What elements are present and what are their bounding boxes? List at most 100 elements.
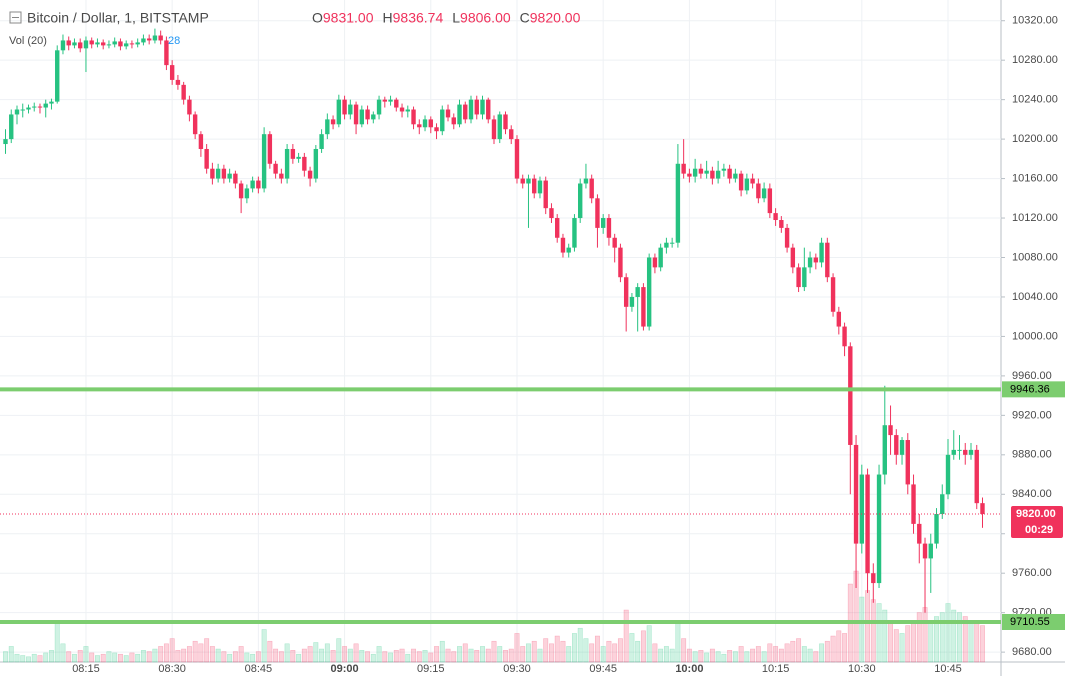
chart-title: Bitcoin / Dollar, 1, BITSTAMP (27, 10, 209, 26)
candle-body (78, 42, 83, 49)
volume-bar (704, 652, 710, 663)
candle-body (566, 247, 571, 253)
volume-bar (336, 638, 342, 663)
candle-body (572, 218, 577, 248)
volume-bar (727, 650, 733, 663)
candle-body (899, 440, 905, 455)
candle-body (376, 99, 382, 115)
volume-bar (347, 648, 353, 663)
volume-bar (842, 633, 848, 663)
volume-bar (675, 622, 681, 663)
volume-bar (54, 622, 60, 663)
candle-body (704, 170, 709, 174)
candle-body (66, 40, 71, 46)
candle-body (876, 474, 882, 584)
x-tick-label: 09:15 (417, 663, 445, 675)
volume-bar (232, 651, 238, 663)
volume-bar (888, 622, 893, 663)
candle-body (825, 242, 830, 278)
candle-body (583, 178, 589, 184)
volume-bar (715, 651, 721, 663)
y-tick-label: 9760.00 (1012, 567, 1052, 579)
volume-bar (962, 616, 968, 663)
level-label: 9710.55 (1010, 616, 1050, 628)
candle-body (72, 42, 77, 46)
candle-body (698, 168, 704, 174)
volume-bar (520, 646, 526, 663)
candle-body (445, 109, 451, 118)
volume-bar (686, 648, 692, 663)
candle-body (26, 107, 31, 110)
candle-body (830, 277, 836, 312)
volume-bar (250, 653, 256, 663)
volume-bar (215, 648, 221, 663)
candle-body (106, 44, 112, 46)
candle-body (307, 170, 313, 179)
candle-body (141, 38, 146, 43)
candle-body (687, 173, 692, 177)
candle-body (600, 218, 606, 228)
volume-bar (549, 643, 554, 663)
volume-bar (273, 648, 279, 663)
volume-bar (974, 620, 980, 663)
candle-body (865, 474, 870, 574)
volume-bar (577, 627, 583, 663)
volume-bar (491, 640, 497, 663)
x-tick-label: 10:15 (762, 663, 790, 675)
candle-body (336, 99, 342, 125)
volume-bar (531, 640, 537, 663)
x-tick-label: 08:45 (245, 663, 273, 675)
candle-body (486, 99, 491, 120)
candle-body (9, 114, 14, 140)
y-tick-label: 9920.00 (1012, 409, 1052, 421)
volume-bar (761, 651, 767, 663)
candle-body (204, 148, 209, 169)
volume-bar (606, 640, 612, 663)
candle-body (313, 148, 319, 179)
volume-bar (859, 596, 865, 663)
candle-body (100, 42, 106, 46)
countdown-label: 00:29 (1025, 524, 1053, 536)
volume-bar (600, 646, 606, 663)
legend-key: H (383, 10, 393, 26)
candle-body (917, 523, 922, 544)
legend-value: 9831.00 (323, 10, 374, 26)
collapse-icon[interactable] (9, 11, 22, 24)
volume-bar (77, 650, 83, 663)
volume-bar (911, 620, 916, 663)
candle-body (784, 227, 790, 248)
volume-bar (796, 638, 802, 663)
overlay-layer: 9946.36 9710.55 9820.00 00:29 (0, 381, 1065, 630)
volume-bar (572, 633, 577, 663)
volume-bar (503, 650, 508, 663)
volume-bar (870, 599, 876, 663)
candle-body (491, 119, 497, 140)
volume-bar (646, 625, 652, 663)
candle-body (968, 449, 974, 455)
volume-bar (583, 638, 589, 663)
level-label-box (1002, 381, 1065, 398)
y-tick-label: 10200.00 (1012, 133, 1058, 145)
volume-bar (819, 643, 825, 663)
candle-body (302, 156, 307, 171)
volume-bar (353, 643, 359, 663)
candle-body (509, 129, 514, 140)
candle-body (715, 170, 721, 179)
volume-bar (169, 638, 175, 663)
candle-body (555, 218, 560, 238)
volume-bar (307, 646, 313, 663)
candle-body (819, 242, 824, 263)
candle-body (405, 109, 410, 112)
candle-body (750, 178, 755, 184)
candle-body (422, 119, 428, 128)
candle-body (187, 99, 192, 115)
candle-body (169, 65, 175, 80)
volume-bar (330, 650, 336, 663)
volume-bar (801, 646, 807, 663)
candle-body (894, 435, 899, 455)
candle-body (842, 326, 847, 347)
volume-bar (416, 651, 422, 663)
y-tick-label: 10320.00 (1012, 15, 1058, 27)
volume-bar (916, 612, 922, 663)
